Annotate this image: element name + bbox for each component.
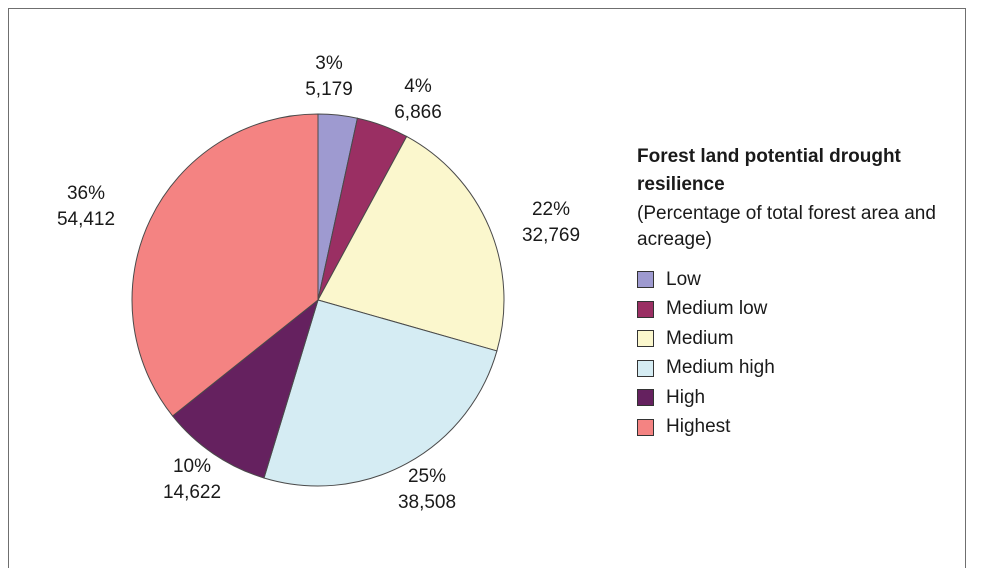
value-label-high: 14,622	[163, 482, 221, 503]
pie-slice-medium-high	[263, 299, 498, 487]
legend: Forest land potential drought resilience…	[637, 143, 957, 442]
percent-label-highest: 36%	[67, 183, 105, 204]
value-label-medium-high: 38,508	[398, 492, 456, 513]
pie-chart: 3% 5,179 4% 6,866 22% 32,769 25% 38,508 10% 14,62…	[57, 53, 580, 513]
legend-item-medium-high: Medium high	[637, 354, 957, 384]
legend-swatch-high	[637, 389, 654, 407]
legend-label-medium: Medium	[666, 327, 734, 349]
percent-label-medium-low: 4%	[404, 76, 432, 97]
legend-swatch-low	[637, 271, 654, 289]
percent-label-medium: 22%	[532, 199, 570, 220]
legend-items: Low Medium low Medium Medium high High Highes…	[637, 265, 957, 442]
legend-item-highest: Highest	[637, 413, 957, 443]
legend-label-medium-low: Medium low	[666, 298, 768, 320]
legend-label-medium-high: Medium high	[666, 357, 775, 379]
percent-label-high: 10%	[173, 456, 211, 477]
pie-slice-highest	[131, 113, 319, 417]
chart-subtitle: (Percentage of total forest area and acr…	[637, 203, 936, 250]
value-label-medium-low: 6,866	[394, 102, 442, 123]
legend-item-low: Low	[637, 265, 957, 295]
legend-item-medium-low: Medium low	[637, 295, 957, 325]
legend-swatch-highest	[637, 418, 654, 436]
legend-item-high: High	[637, 383, 957, 413]
value-label-highest: 54,412	[57, 209, 115, 230]
value-label-medium: 32,769	[522, 225, 580, 246]
percent-label-medium-high: 25%	[408, 466, 446, 487]
pie-slice-high	[171, 298, 319, 479]
value-label-low: 5,179	[305, 79, 353, 100]
chart-frame	[8, 8, 966, 568]
percent-label-low: 3%	[315, 53, 343, 74]
legend-swatch-medium-high	[637, 359, 654, 377]
legend-item-medium: Medium	[637, 324, 957, 354]
legend-swatch-medium	[637, 330, 654, 348]
legend-swatch-medium-low	[637, 300, 654, 318]
legend-label-highest: Highest	[666, 416, 731, 438]
pie-slice-medium	[317, 135, 505, 352]
legend-label-low: Low	[666, 268, 701, 290]
legend-label-high: High	[666, 386, 706, 408]
chart-title: Forest land potential drought resilience	[637, 146, 901, 195]
